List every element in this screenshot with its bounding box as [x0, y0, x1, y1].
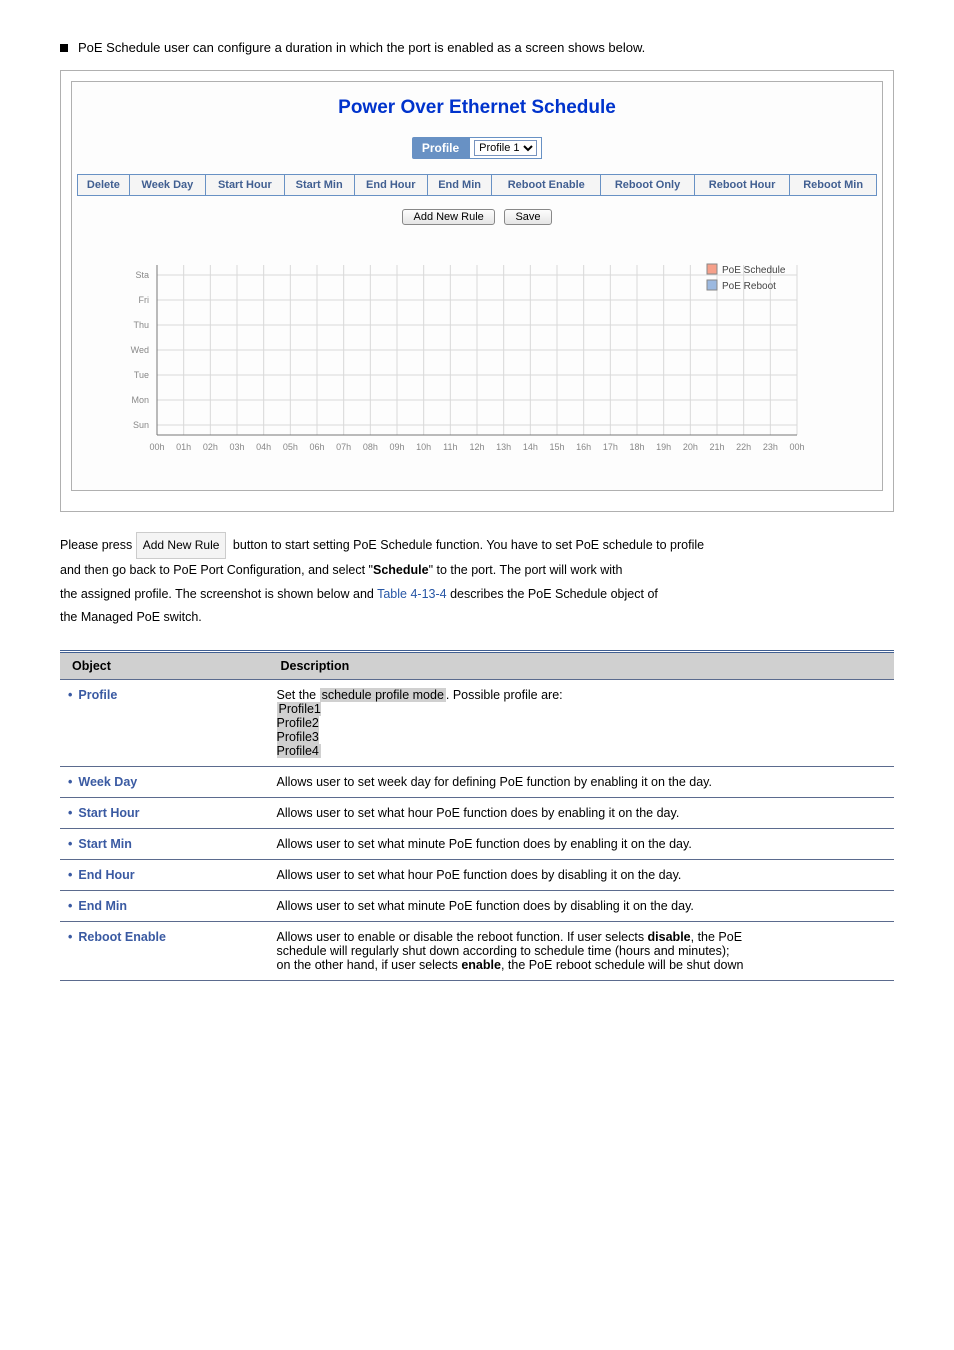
svg-text:Tue: Tue — [134, 370, 149, 380]
table-row: •End MinAllows user to set what minute P… — [60, 891, 894, 922]
svg-text:PoE Reboot: PoE Reboot — [722, 281, 776, 292]
svg-text:Mon: Mon — [131, 395, 149, 405]
svg-text:20h: 20h — [683, 442, 698, 452]
profile-select-wrap: Profile 1 — [469, 137, 542, 159]
rules-col-header: Reboot Hour — [694, 175, 789, 196]
object-cell: •Profile — [60, 680, 269, 767]
svg-text:05h: 05h — [283, 442, 298, 452]
svg-text:07h: 07h — [336, 442, 351, 452]
svg-text:Sun: Sun — [133, 420, 149, 430]
col-object: Object — [60, 652, 269, 680]
svg-text:Thu: Thu — [133, 320, 149, 330]
para-l3s: describes the PoE Schedule object of — [450, 587, 658, 601]
svg-text:02h: 02h — [203, 442, 218, 452]
save-button[interactable]: Save — [504, 209, 551, 225]
svg-text:01h: 01h — [176, 442, 191, 452]
para-after-badge: button to start setting PoE Schedule fun… — [229, 538, 704, 552]
svg-text:10h: 10h — [416, 442, 431, 452]
svg-text:23h: 23h — [763, 442, 778, 452]
svg-text:14h: 14h — [523, 442, 538, 452]
rules-col-header: Reboot Min — [790, 175, 877, 196]
schedule-chart: 00h 01h 02h 03h 04h 05h 06h 07h 08h 09h 10h 11h 12h 1… — [97, 250, 857, 465]
description-cell: Set the schedule profile mode. Possible … — [269, 680, 895, 767]
svg-text:09h: 09h — [389, 442, 404, 452]
svg-text:Sta: Sta — [135, 270, 149, 280]
svg-text:19h: 19h — [656, 442, 671, 452]
para-after-bold1: " to the port. The port will work with — [429, 563, 623, 577]
description-cell: Allows user to set what hour PoE functio… — [269, 860, 895, 891]
svg-text:08h: 08h — [363, 442, 378, 452]
table-row: •Week DayAllows user to set week day for… — [60, 767, 894, 798]
object-cell: •Reboot Enable — [60, 922, 269, 981]
intro-line: PoE Schedule user can configure a durati… — [60, 40, 894, 55]
col-description: Description — [269, 652, 895, 680]
profile-row: Profile Profile 1 — [77, 137, 877, 159]
svg-text:00h: 00h — [789, 442, 804, 452]
description-cell: Allows user to enable or disable the reb… — [269, 922, 895, 981]
table-row: •End HourAllows user to set what hour Po… — [60, 860, 894, 891]
table-row: •Start HourAllows user to set what hour … — [60, 798, 894, 829]
svg-text:15h: 15h — [549, 442, 564, 452]
svg-text:13h: 13h — [496, 442, 511, 452]
rules-header-table: DeleteWeek DayStart HourStart MinEnd Hou… — [77, 174, 877, 196]
rules-col-header: End Min — [427, 175, 491, 196]
svg-text:Wed: Wed — [131, 345, 149, 355]
description-cell: Allows user to set what hour PoE functio… — [269, 798, 895, 829]
profile-select[interactable]: Profile 1 — [474, 140, 537, 156]
mid-paragraph: Please press Add New Rule button to star… — [60, 532, 894, 630]
para-l4: the Managed PoE switch. — [60, 610, 202, 624]
svg-text:21h: 21h — [709, 442, 724, 452]
svg-text:04h: 04h — [256, 442, 271, 452]
rules-col-header: Reboot Enable — [492, 175, 601, 196]
para-prefix: Please press — [60, 538, 136, 552]
description-cell: Allows user to set what minute PoE funct… — [269, 891, 895, 922]
description-cell: Allows user to set week day for defining… — [269, 767, 895, 798]
para-link: Table 4-13-4 — [377, 587, 447, 601]
bullet-square — [60, 44, 68, 52]
svg-text:18h: 18h — [629, 442, 644, 452]
screenshot-inner: Power Over Ethernet Schedule ProfileProf… — [71, 81, 883, 491]
rules-col-header: End Hour — [354, 175, 427, 196]
description-table: Object Description •ProfileSet the sched… — [60, 650, 894, 981]
screenshot-outer: Power Over Ethernet Schedule ProfileProf… — [60, 70, 894, 512]
para-bold1: Schedule — [373, 563, 429, 577]
table-row: •Start MinAllows user to set what minute… — [60, 829, 894, 860]
svg-text:00h: 00h — [149, 442, 164, 452]
svg-text:06h: 06h — [309, 442, 324, 452]
object-cell: •End Hour — [60, 860, 269, 891]
button-row: Add New Rule Save — [77, 208, 877, 225]
table-row: •Reboot EnableAllows user to enable or d… — [60, 922, 894, 981]
rules-col-header: Start Hour — [205, 175, 284, 196]
svg-text:PoE Schedule: PoE Schedule — [722, 265, 786, 276]
add-new-rule-badge: Add New Rule — [136, 532, 227, 559]
object-cell: •Start Min — [60, 829, 269, 860]
description-cell: Allows user to set what minute PoE funct… — [269, 829, 895, 860]
rules-col-header: Delete — [78, 175, 130, 196]
svg-text:Fri: Fri — [139, 295, 150, 305]
svg-text:17h: 17h — [603, 442, 618, 452]
add-new-rule-button[interactable]: Add New Rule — [402, 209, 494, 225]
object-cell: •End Min — [60, 891, 269, 922]
svg-text:16h: 16h — [576, 442, 591, 452]
intro-text: PoE Schedule user can configure a durati… — [78, 40, 645, 55]
table-row: •ProfileSet the schedule profile mode. P… — [60, 680, 894, 767]
svg-text:12h: 12h — [469, 442, 484, 452]
rules-col-header: Start Min — [284, 175, 354, 196]
svg-text:03h: 03h — [229, 442, 244, 452]
rules-col-header: Reboot Only — [601, 175, 695, 196]
profile-label: Profile — [412, 137, 469, 159]
rules-col-header: Week Day — [129, 175, 205, 196]
panel-title: Power Over Ethernet Schedule — [77, 97, 877, 119]
object-cell: •Week Day — [60, 767, 269, 798]
svg-text:11h: 11h — [443, 442, 457, 452]
para-line2: and then go back to PoE Port Configurati… — [60, 563, 373, 577]
object-cell: •Start Hour — [60, 798, 269, 829]
para-l3p: the assigned profile. The screenshot is … — [60, 587, 374, 601]
svg-text:22h: 22h — [736, 442, 751, 452]
